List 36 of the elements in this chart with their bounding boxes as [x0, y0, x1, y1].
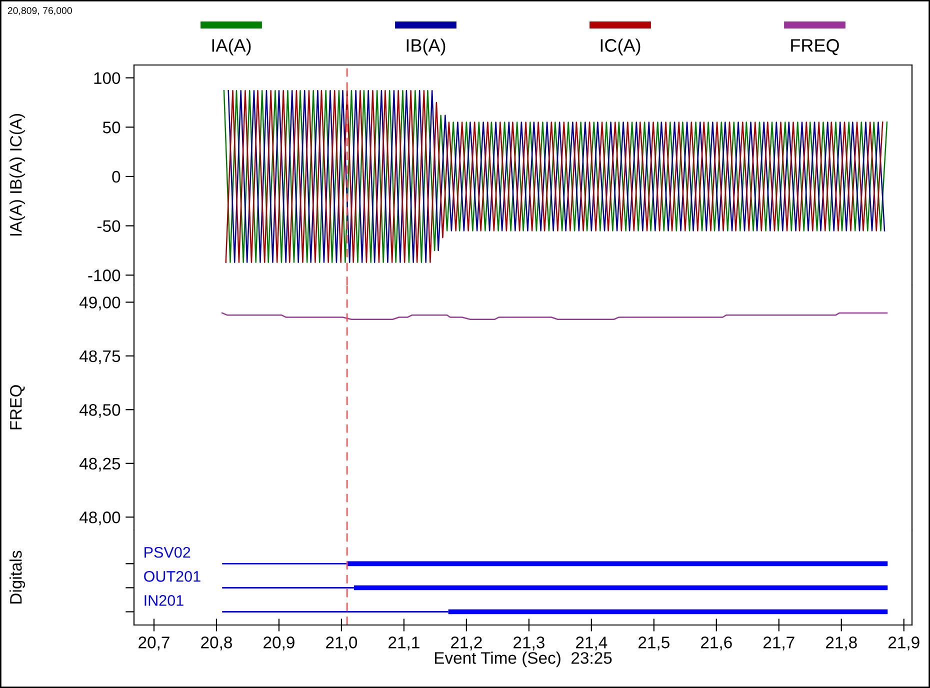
- x-tick-label: 21,3: [514, 636, 544, 650]
- y-tick-label: 100: [94, 72, 120, 84]
- x-tick-label: 20,8: [201, 636, 232, 650]
- legend-label: IA(A): [212, 38, 251, 56]
- x-tick-label: 21,2: [451, 636, 482, 650]
- y-tick-label: -100: [88, 270, 120, 282]
- y-tick-label: OUT201: [144, 570, 200, 582]
- legend-label: IB(A): [406, 38, 446, 56]
- y-tick-label: 48,75: [79, 350, 120, 364]
- x-tick-label: 21,1: [388, 636, 420, 650]
- x-tick-label: 20,7: [138, 636, 170, 650]
- y-tick-label: 48,00: [79, 512, 120, 526]
- legend-label: IC(A): [600, 38, 640, 56]
- y-tick-label: 48,25: [79, 458, 120, 472]
- y-tick-label: 48,50: [79, 404, 120, 418]
- y-tick-label: -50: [97, 220, 120, 232]
- x-tick-label: 21,0: [326, 636, 358, 650]
- x-tick-label: 21,6: [701, 636, 732, 650]
- y-axis-title: IA(A) IB(A) IC(A): [10, 114, 26, 236]
- x-tick-label: 21,5: [638, 636, 670, 650]
- line-series: [221, 312, 888, 320]
- y-tick-label: 0: [112, 170, 120, 183]
- y-axis-title: FREQ: [10, 385, 25, 430]
- legend-label: FREQ: [791, 39, 839, 56]
- y-tick-label: IN201: [144, 595, 184, 606]
- x-tick-label: 20,9: [264, 636, 294, 650]
- y-axis-title: Digitals: [10, 550, 26, 604]
- y-tick-label: PSV02: [144, 546, 190, 558]
- x-tick-label: 21,7: [764, 636, 794, 650]
- x-axis-title: Event Time (Sec) 23:25: [434, 652, 612, 668]
- x-tick-label: 21,9: [888, 636, 920, 650]
- y-tick-label: 49,00: [79, 296, 120, 310]
- y-tick-label: 50: [102, 122, 120, 134]
- x-tick-label: 21,8: [826, 636, 857, 650]
- text: 20,809, 76,000: [8, 7, 72, 16]
- x-tick-label: 21,4: [576, 636, 608, 650]
